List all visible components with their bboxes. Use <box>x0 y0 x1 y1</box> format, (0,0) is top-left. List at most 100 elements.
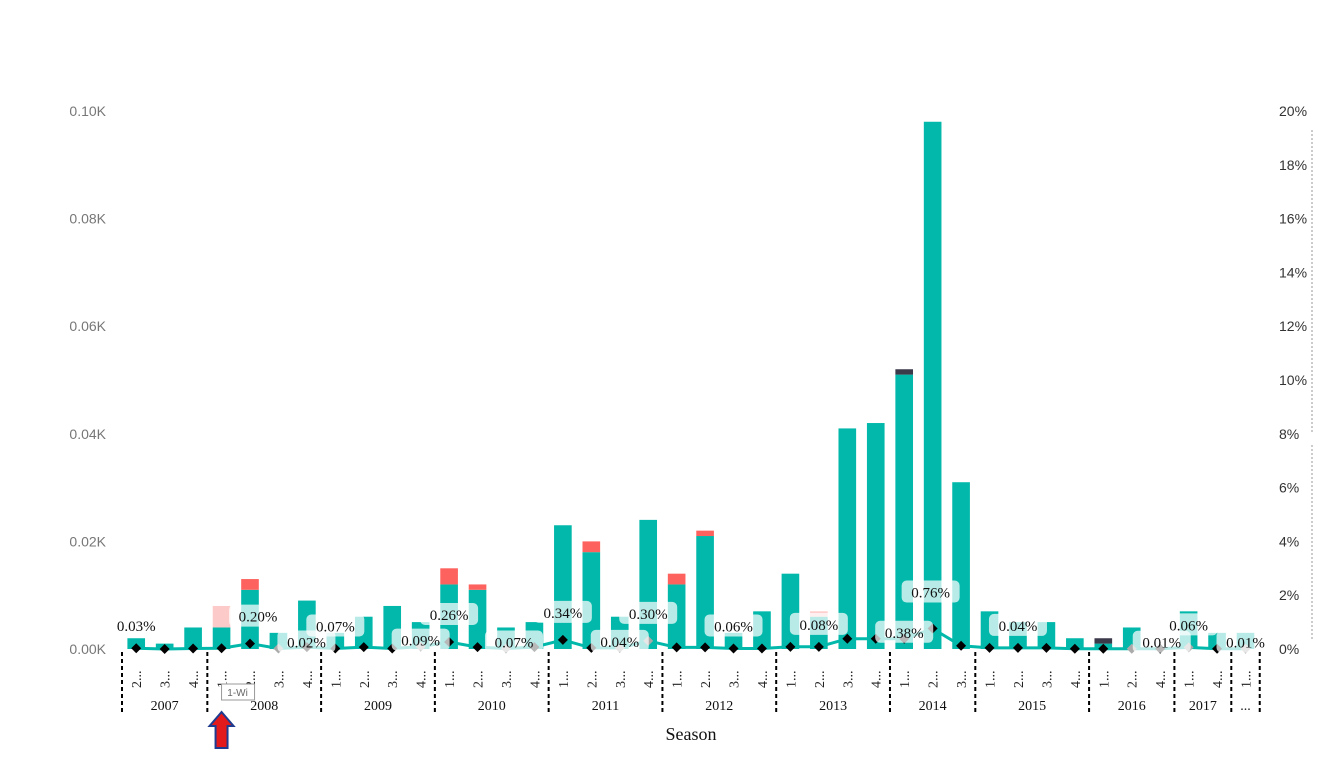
bar-teal <box>895 374 914 649</box>
bar-dark <box>895 369 914 375</box>
y2-tick-label: 14% <box>1279 264 1307 280</box>
quarter-label: 3... <box>614 671 629 689</box>
line-marker <box>785 641 796 652</box>
y2-tick-label: 20% <box>1279 103 1307 119</box>
data-label-bg <box>704 614 763 637</box>
line-marker <box>216 643 227 654</box>
data-label-bg <box>107 614 166 637</box>
quarter-label: 3... <box>272 671 287 689</box>
data-labels: 0.03%0.20%0.02%0.07%0.09%0.26%0.07%0.34%… <box>107 580 1275 653</box>
quarter-label: 1... <box>898 671 913 689</box>
line-marker <box>159 644 170 654</box>
year-label: 2012 <box>705 699 733 714</box>
y-tick-label: 0.00K <box>69 641 106 657</box>
bar-red <box>241 579 259 590</box>
quarter-label: 2... <box>1126 671 1141 689</box>
quarter-label: 4... <box>642 671 657 689</box>
y-axis: 0.00K 0.02K 0.04K 0.06K 0.08K 0.10K <box>69 103 106 657</box>
x-axis-title: Season <box>666 724 717 744</box>
red-arrow-shape <box>207 710 236 749</box>
data-label-bg <box>901 580 960 603</box>
line-marker <box>756 643 767 654</box>
data-label: 0.02% <box>287 635 326 651</box>
bar-teal <box>923 121 942 649</box>
data-label-bg <box>391 628 450 651</box>
data-label-bg <box>1216 630 1275 653</box>
data-label: 0.01% <box>1226 636 1265 652</box>
line-marker <box>557 634 568 645</box>
year-label: 2011 <box>592 699 619 714</box>
bar-teal <box>838 428 857 649</box>
quarter-label: 2... <box>472 671 487 689</box>
data-label-bg <box>1159 613 1218 636</box>
quarter-label: 1... <box>1240 671 1255 689</box>
quarter-label: 4... <box>1211 671 1226 689</box>
bar-red <box>582 541 601 553</box>
data-label: 0.06% <box>714 619 753 635</box>
line-marker <box>131 643 142 654</box>
data-label: 0.07% <box>316 619 355 635</box>
bar-teal <box>781 573 800 649</box>
bars <box>127 121 1255 649</box>
year-label: 2016 <box>1118 699 1146 714</box>
data-label-bg <box>533 600 592 623</box>
bar-teal <box>952 482 970 649</box>
y2-tick-label: 0% <box>1279 641 1299 657</box>
bar-dark <box>1094 638 1113 644</box>
data-label-bg <box>875 620 934 643</box>
quarter-label: 4... <box>301 671 316 689</box>
year-label: 2015 <box>1018 699 1046 714</box>
line-marker <box>956 640 967 651</box>
data-label-bg <box>789 612 848 635</box>
data-label-bg <box>228 604 287 627</box>
line-marker <box>728 643 739 654</box>
quarter-label: 1... <box>557 671 572 689</box>
quarter-label: 4... <box>187 671 202 689</box>
quarter-label: 3... <box>500 671 515 689</box>
y2-tick-label: 12% <box>1279 318 1307 334</box>
quarter-label: 2... <box>130 671 145 689</box>
y2-tick-label: 4% <box>1279 533 1299 549</box>
bar-red <box>696 530 714 537</box>
bar-teal <box>639 519 658 649</box>
bar-teal <box>866 423 885 649</box>
data-label: 0.30% <box>629 607 668 623</box>
data-label: 0.06% <box>1169 618 1208 634</box>
quarter-label: 3... <box>386 671 401 689</box>
data-label: 0.08% <box>799 618 838 634</box>
bar-teal <box>1066 638 1084 649</box>
bar-red <box>440 568 458 585</box>
line-marker <box>1098 643 1109 654</box>
bar-red <box>468 584 487 590</box>
year-label: 2014 <box>919 699 947 714</box>
quarter-label: 4... <box>1154 671 1169 689</box>
data-label-bg <box>420 603 479 626</box>
quarter-label: 2... <box>813 671 828 689</box>
quarter-label: 4... <box>1069 671 1084 689</box>
data-label: 0.04% <box>999 619 1038 635</box>
quarter-label: 3... <box>159 671 174 689</box>
quarter-label: 1... <box>784 671 799 689</box>
line-marker <box>358 642 369 653</box>
y2-tick-label: 10% <box>1279 372 1307 388</box>
quarter-label: 3... <box>955 671 970 689</box>
data-label: 0.26% <box>430 608 469 624</box>
data-label-bg <box>484 630 543 653</box>
red-arrow-icon <box>207 710 236 749</box>
quarter-label: 4... <box>415 671 430 689</box>
data-label: 0.04% <box>600 635 639 651</box>
year-label: 2009 <box>364 699 392 714</box>
bar-pink <box>212 605 231 628</box>
y-tick-label: 0.08K <box>69 211 106 227</box>
data-label-bg <box>1132 630 1191 653</box>
data-label-bg <box>590 629 649 652</box>
quarter-label: 1... <box>1097 671 1112 689</box>
quarter-label: 2... <box>699 671 714 689</box>
bar-teal <box>724 632 743 649</box>
y-tick-label: 0.04K <box>69 426 106 442</box>
year-label: 2007 <box>151 699 179 714</box>
line-marker <box>813 641 824 652</box>
data-label: 0.20% <box>239 610 278 626</box>
y2-tick-label: 6% <box>1279 480 1299 496</box>
